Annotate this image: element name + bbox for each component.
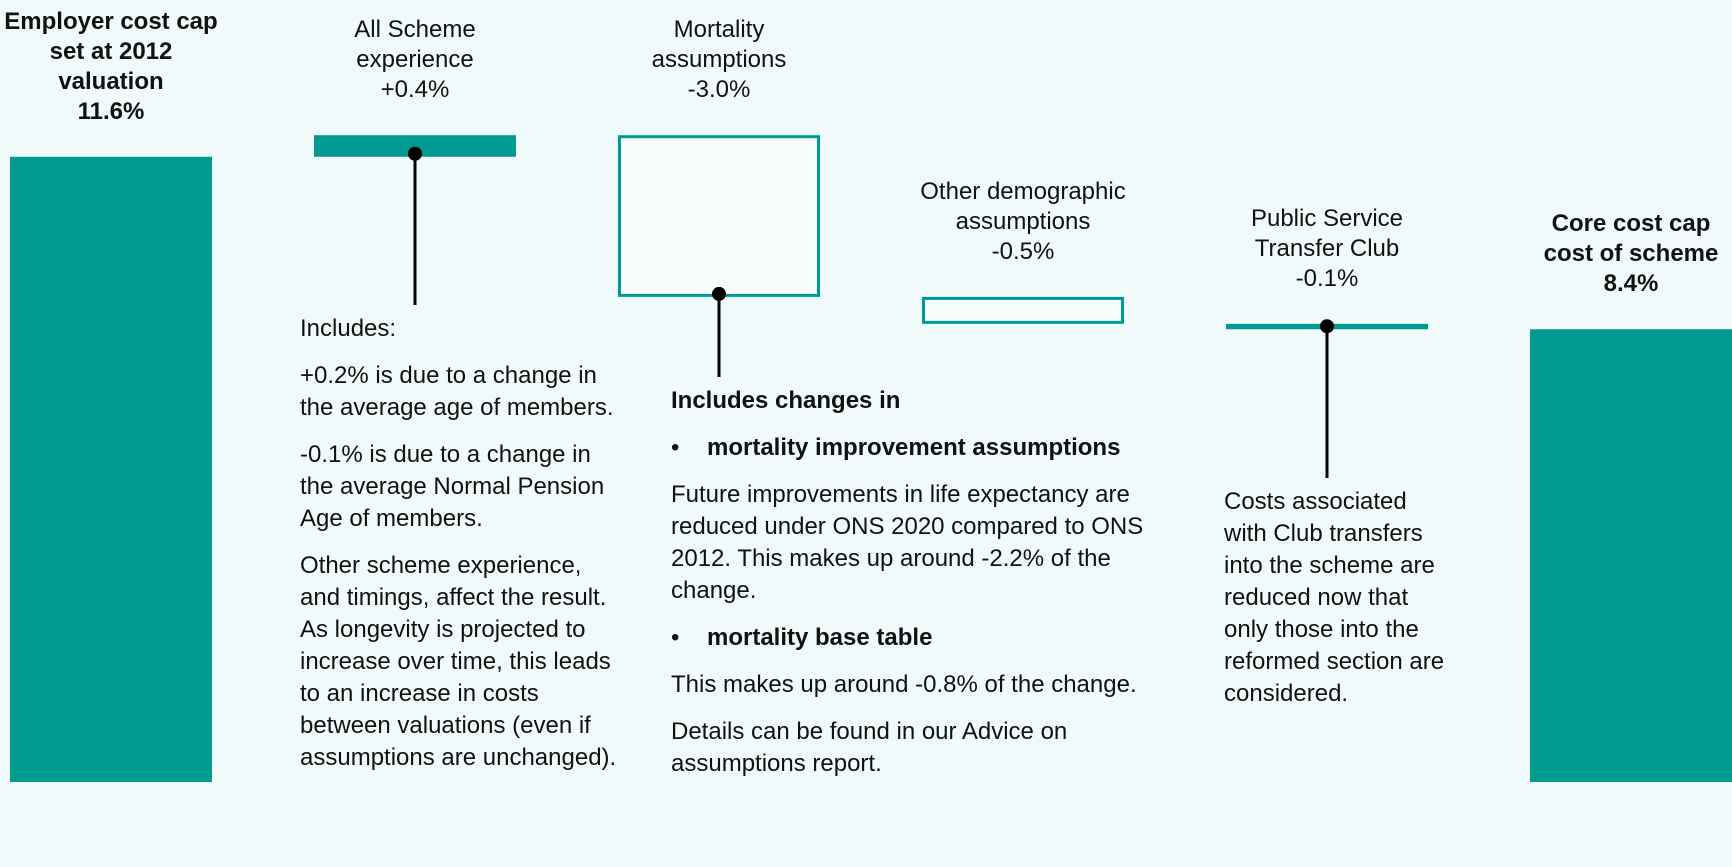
bar xyxy=(1530,329,1732,782)
bar-label: Mortality assumptions -3.0% xyxy=(609,15,829,105)
value-label: 11.6% xyxy=(77,97,145,125)
annotation-text: -0.1% is due to a change in the average … xyxy=(300,441,605,532)
value-label: 8.4% xyxy=(1603,270,1659,298)
bar-label: Public Service Transfer Club -0.1% xyxy=(1217,204,1437,294)
annotation: Includes changes in mortality improvement… xyxy=(671,385,1151,795)
annotation-text: Future improvements in life expectancy a… xyxy=(671,481,1144,604)
value-label: -0.1% xyxy=(1295,264,1359,292)
annotation-text: Includes: xyxy=(300,315,397,342)
annotation-text: This makes up around -0.8% of the change… xyxy=(671,671,1137,698)
value-label: -0.5% xyxy=(991,237,1055,265)
bar-label: All Scheme experience +0.4% xyxy=(305,15,525,105)
bar xyxy=(618,135,820,297)
connector-dot xyxy=(408,146,422,161)
annotation: Costs associated with Club transfers int… xyxy=(1224,486,1454,725)
annotation-bullet: mortality improvement assumptions xyxy=(671,432,1151,464)
value-label: -3.0% xyxy=(687,76,751,104)
bar xyxy=(314,135,516,157)
bar-label: Employer cost cap set at 2012 valuation 1… xyxy=(4,7,219,127)
annotation-text: Other scheme experience, and timings, af… xyxy=(300,552,617,771)
connector-dot xyxy=(1320,319,1334,334)
bar xyxy=(922,296,1124,324)
bar xyxy=(10,156,212,782)
annotation-text: Costs associated with Club transfers int… xyxy=(1224,488,1445,707)
category-label: Public Service Transfer Club xyxy=(1250,204,1404,262)
category-label: Mortality assumptions xyxy=(651,16,787,74)
annotation-bullet: mortality base table xyxy=(671,622,1151,654)
category-label: Other demographic assumptions xyxy=(920,177,1126,235)
annotation-heading: Includes changes in xyxy=(671,387,901,414)
annotation: Includes: +0.2% is due to a change in the… xyxy=(300,313,620,789)
value-label: +0.4% xyxy=(380,76,450,104)
category-label: Employer cost cap set at 2012 valuation xyxy=(4,7,218,95)
bar-label: Core cost cap cost of scheme 8.4% xyxy=(1539,209,1724,299)
category-label: Core cost cap cost of scheme xyxy=(1543,210,1719,268)
connector-dot xyxy=(712,286,726,301)
bar-label: Other demographic assumptions -0.5% xyxy=(913,177,1133,267)
annotation-text: Details can be found in our Advice on as… xyxy=(671,718,1068,777)
annotation-text: +0.2% is due to a change in the average … xyxy=(300,362,614,421)
category-label: All Scheme experience xyxy=(354,16,476,74)
